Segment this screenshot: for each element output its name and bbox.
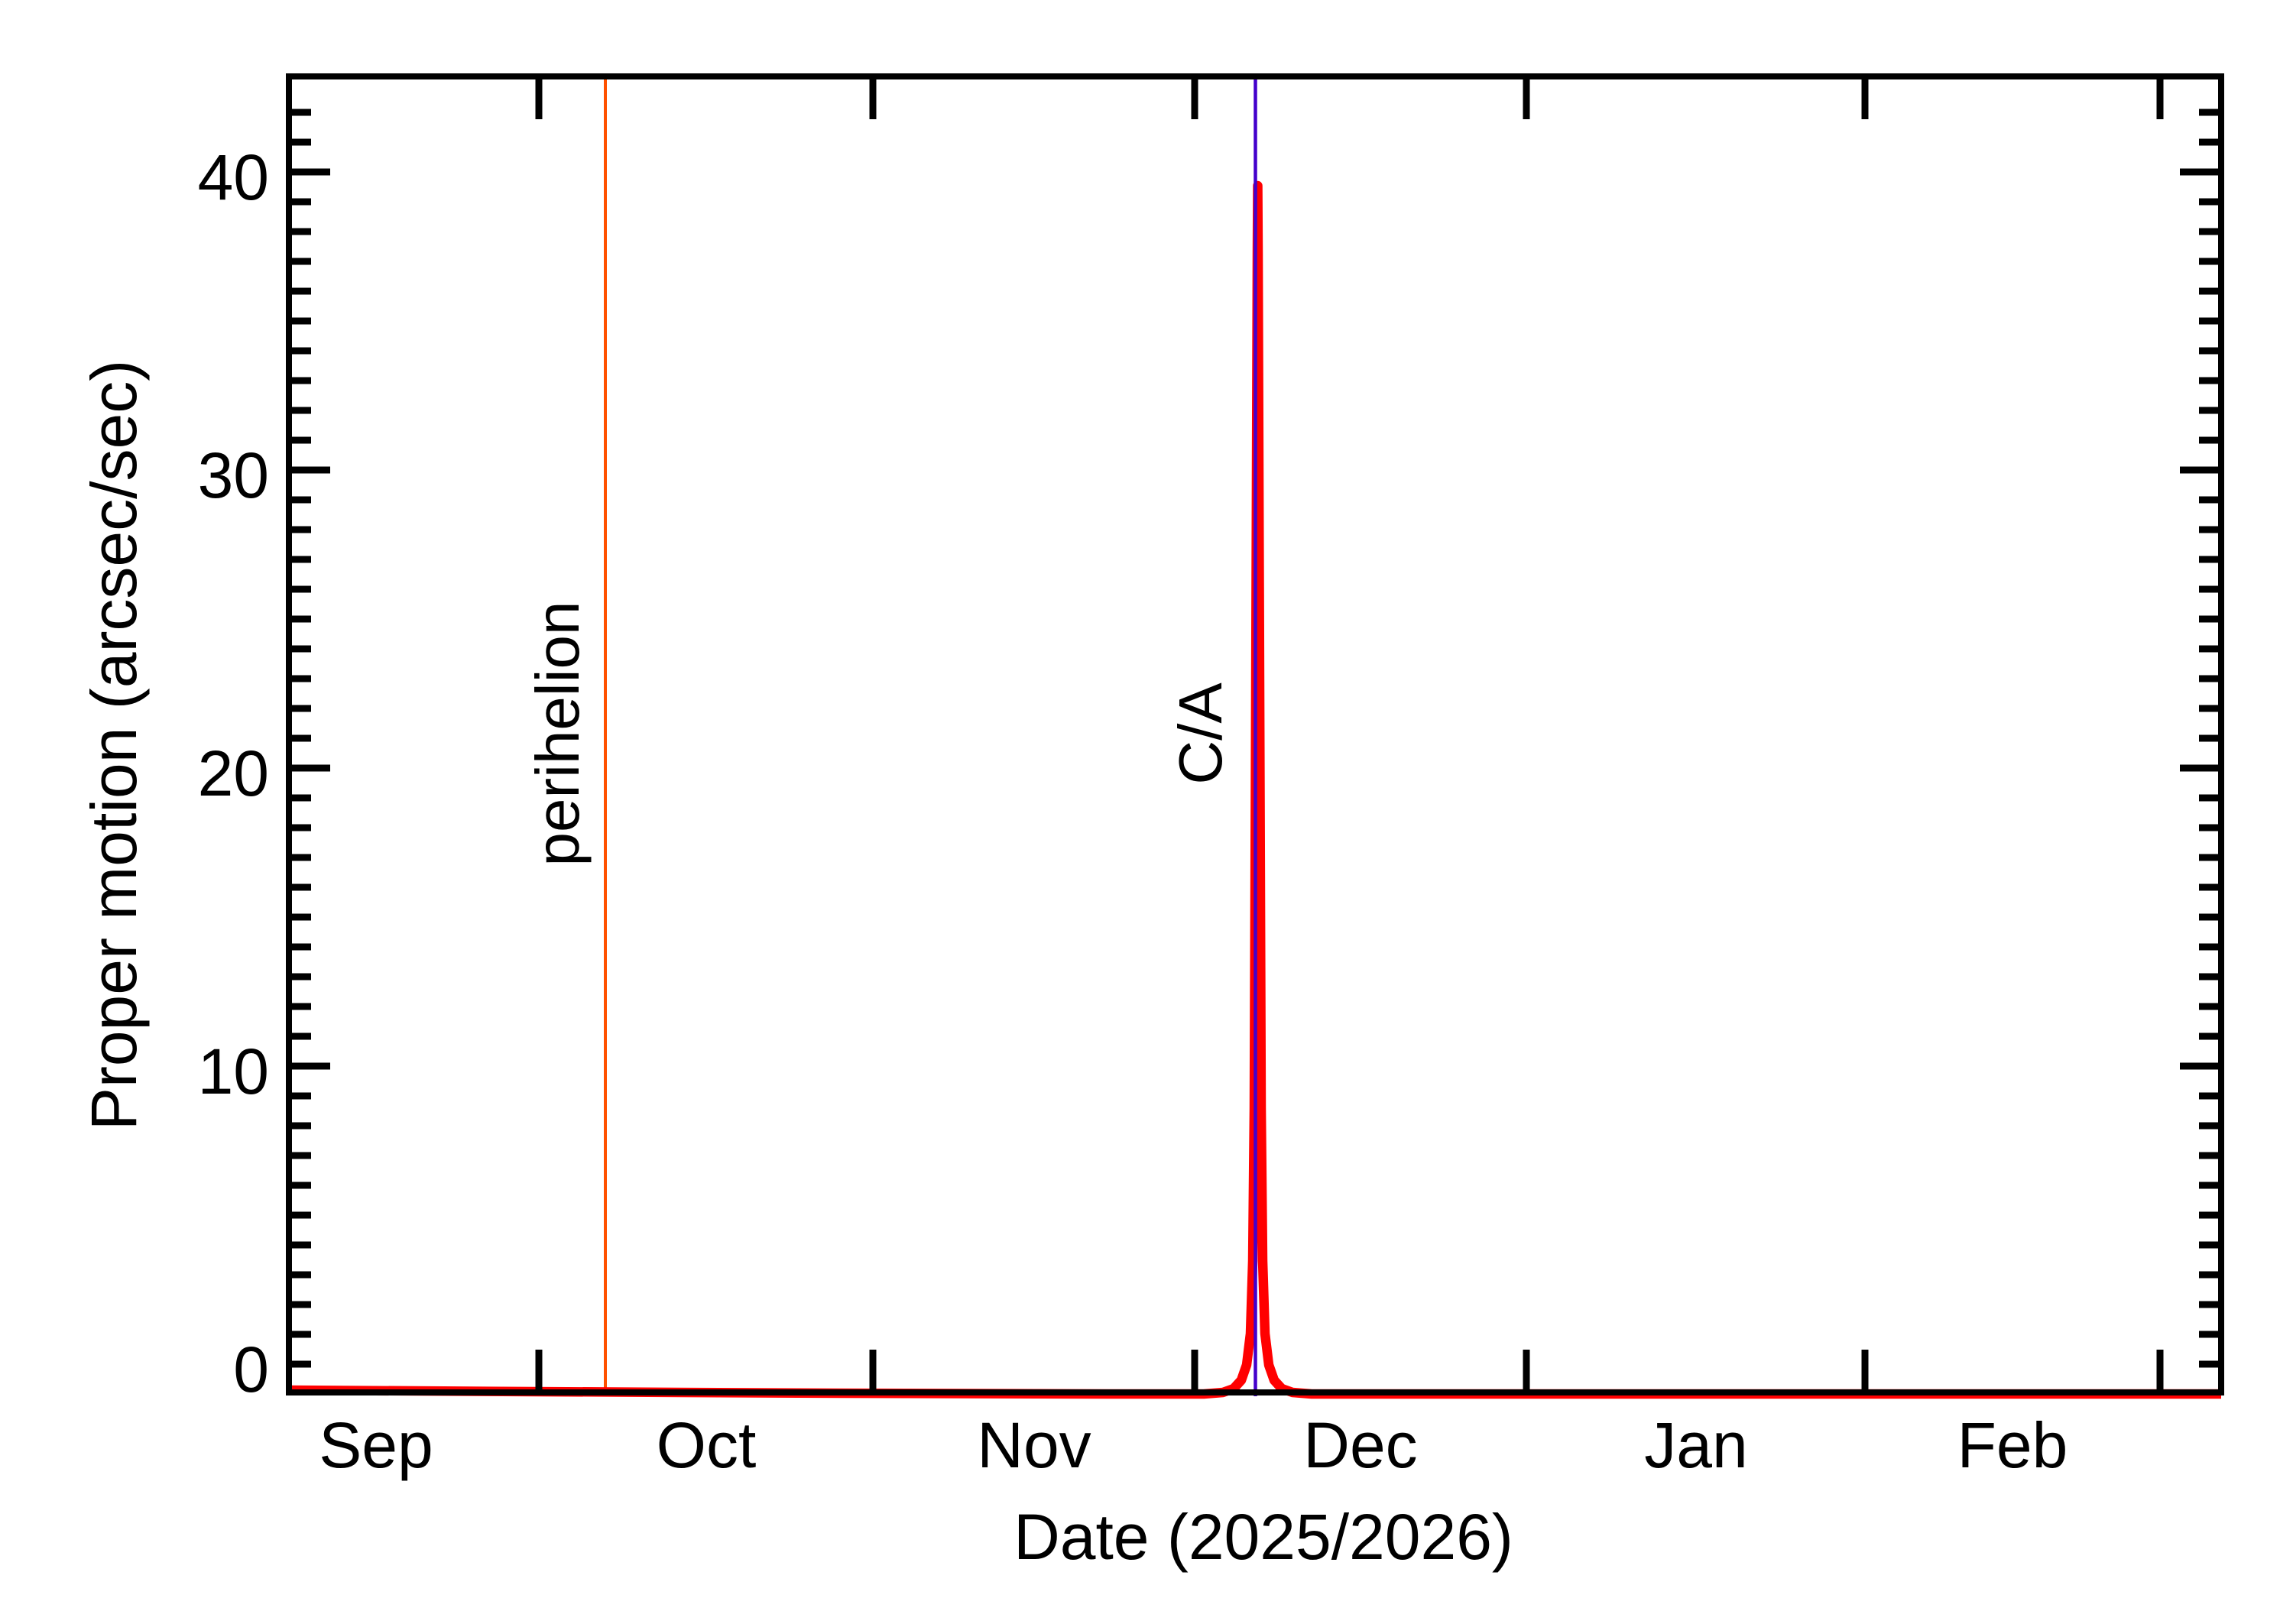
y-tick-label-40: 40: [198, 141, 269, 213]
y-tick-label-20: 20: [198, 737, 269, 809]
x-tick-label-sep: Sep: [319, 1409, 433, 1481]
y-tick-label-0: 0: [233, 1334, 269, 1405]
y-axis-label: Proper motion (arcsec/sec): [78, 360, 150, 1130]
x-tick-label-jan: Jan: [1644, 1409, 1747, 1481]
close-approach-label: C/A: [1166, 682, 1234, 785]
x-tick-label-oct: Oct: [657, 1409, 757, 1481]
x-tick-label-dec: Dec: [1303, 1409, 1417, 1481]
plot-frame: [286, 73, 2224, 1395]
x-tick-label-nov: Nov: [977, 1409, 1091, 1481]
y-tick-label-30: 30: [198, 439, 269, 511]
axis-ticks: [292, 79, 2218, 1389]
x-axis-label: Date (2025/2026): [1014, 1501, 1513, 1573]
x-tick-label-feb: Feb: [1957, 1409, 2068, 1481]
perihelion-label: perihelion: [524, 601, 592, 867]
y-tick-label-10: 10: [198, 1036, 269, 1107]
